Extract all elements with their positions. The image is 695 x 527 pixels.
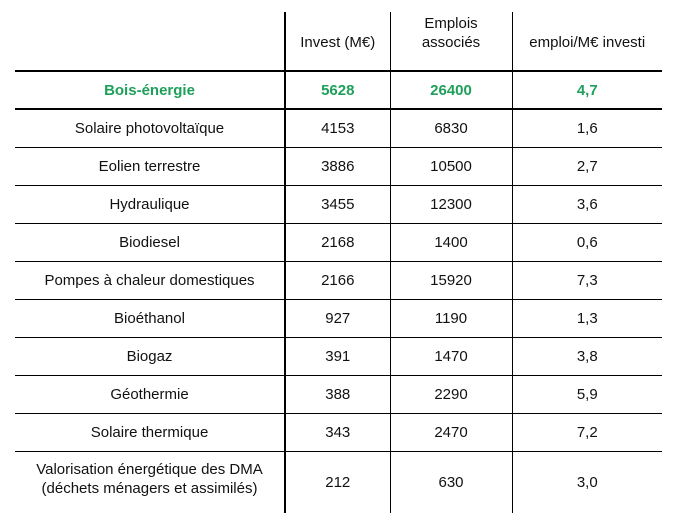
table-row: Valorisation énergétique des DMA (déchet… [15,451,662,513]
row-name: Hydraulique [109,195,190,213]
header-row: Invest (M€) Emplois associés emploi/M€ i… [15,12,662,71]
row-ratio: 3,0 [511,451,662,513]
table-row: Eolien terrestre 3886 10500 2,7 [15,147,662,185]
table-row: Géothermie 388 2290 5,9 [15,375,662,413]
row-name: Pompes à chaleur domestiques [44,271,255,289]
row-name: Eolien terrestre [98,157,201,175]
row-emplois: 1190 [389,299,512,337]
row-emplois: 630 [389,451,512,513]
table-row: Biodiesel 2168 1400 0,6 [15,223,662,261]
row-name: Solaire thermique [90,423,209,441]
row-invest: 3455 [284,185,390,223]
header-ratio: emploi/M€ investi [511,12,662,71]
row-emplois: 26400 [389,71,512,109]
row-name: Bioéthanol [114,309,185,327]
row-name: Biodiesel [119,233,180,251]
row-ratio: 0,6 [511,223,662,261]
row-emplois: 2470 [389,413,512,451]
row-ratio: 7,2 [511,413,662,451]
row-invest: 391 [284,337,390,375]
row-name: Valorisation énergétique des DMA (déchet… [36,461,263,498]
row-emplois: 15920 [389,261,512,299]
row-emplois: 2290 [389,375,512,413]
row-ratio: 5,9 [511,375,662,413]
energy-jobs-table: Invest (M€) Emplois associés emploi/M€ i… [15,12,662,513]
table-row: Bioéthanol 927 1190 1,3 [15,299,662,337]
row-ratio: 1,6 [511,109,662,147]
table-row: Hydraulique 3455 12300 3,6 [15,185,662,223]
row-invest: 388 [284,375,390,413]
table-row: Bois-énergie 5628 26400 4,7 [15,71,662,109]
row-emplois: 10500 [389,147,512,185]
row-emplois: 12300 [389,185,512,223]
table-row: Biogaz 391 1470 3,8 [15,337,662,375]
row-invest: 2168 [284,223,390,261]
table-row: Solaire photovoltaïque 4153 6830 1,6 [15,109,662,147]
row-invest: 4153 [284,109,390,147]
row-ratio: 2,7 [511,147,662,185]
row-ratio: 4,7 [511,71,662,109]
row-invest: 927 [284,299,390,337]
row-invest: 3886 [284,147,390,185]
header-empty [15,12,285,71]
row-invest: 343 [284,413,390,451]
row-name: Biogaz [126,347,173,365]
row-ratio: 1,3 [511,299,662,337]
row-emplois: 1400 [389,223,512,261]
row-ratio: 7,3 [511,261,662,299]
table-row: Solaire thermique 343 2470 7,2 [15,413,662,451]
row-name: Solaire photovoltaïque [74,119,225,137]
row-ratio: 3,6 [511,185,662,223]
row-invest: 212 [284,451,390,513]
row-invest: 5628 [284,71,390,109]
header-invest: Invest (M€) [284,12,390,71]
header-emplois: Emplois associés [389,12,512,71]
row-name: Géothermie [110,385,189,403]
row-ratio: 3,8 [511,337,662,375]
row-emplois: 1470 [389,337,512,375]
row-emplois: 6830 [389,109,512,147]
row-invest: 2166 [284,261,390,299]
row-name: Bois-énergie [104,81,195,99]
table-row: Pompes à chaleur domestiques 2166 15920 7,3 [15,261,662,299]
